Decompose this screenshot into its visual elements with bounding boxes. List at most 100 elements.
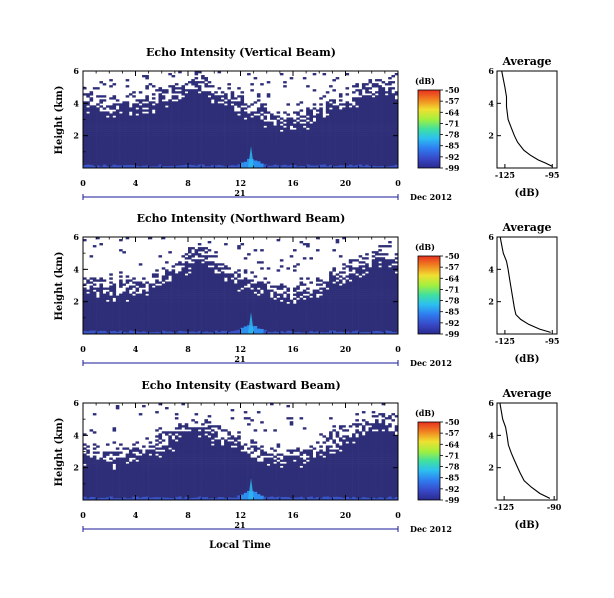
heatmap-cell [233,155,238,159]
heatmap-cell [240,127,245,130]
heatmap-cell [145,307,149,311]
heatmap-cell [227,317,231,321]
heatmap-cell [256,117,261,120]
heatmap-cell [361,107,366,110]
heatmap-cell [102,139,107,143]
heatmap-cell [391,99,396,102]
heatmap-cell [260,145,264,149]
heatmap-cell [207,149,212,153]
heatmap-cell [220,301,225,304]
heatmap-cell [191,119,195,122]
heatmap-cell [345,105,350,108]
heatmap-cell [109,307,113,311]
heatmap-cell [151,287,156,290]
heatmap-cell [109,319,113,323]
heatmap-cell [279,121,284,124]
heatmap-cell [148,157,153,161]
heatmap-cell [174,283,179,286]
heatmap-cell [312,147,317,151]
heatmap-cell [135,283,140,286]
heatmap-cell [230,319,235,323]
heatmap-cell [283,111,287,114]
heatmap-cell [89,119,94,122]
heatmap-cell [178,317,182,321]
heatmap-cell [220,279,225,282]
heatmap-cell [99,145,103,149]
heatmap-cell [115,129,120,132]
heatmap-cell [181,113,186,116]
heatmap-cell [83,321,87,325]
heatmap-cell [338,119,343,122]
heatmap-cell [243,291,248,294]
heatmap-cell [191,161,195,165]
heatmap-cell [178,263,182,266]
heatmap-cell [217,95,222,98]
surface-echo-cell [260,163,264,168]
heatmap-cell [128,117,133,120]
heatmap-cell [135,151,140,155]
heatmap-cell [194,91,199,94]
heatmap-cell [138,281,143,284]
heatmap-cell [151,129,156,132]
heatmap-cell [338,157,343,161]
heatmap-cell [365,117,369,120]
heatmap-cell [155,139,159,143]
heatmap-cell [135,117,140,120]
heatmap-cell [92,327,97,331]
heatmap-cell [227,293,231,296]
heatmap-cell [332,99,336,102]
heatmap-cell [391,103,396,106]
heatmap-cell [184,115,189,118]
heatmap-cell [119,157,123,161]
heatmap-cell [204,329,208,333]
heatmap-cell [368,119,373,122]
heatmap-cell [289,141,294,145]
heatmap-cell [260,123,264,126]
heatmap-cell [365,119,369,122]
heatmap-cell [112,149,117,153]
heatmap-cell [119,163,123,167]
heatmap-cell [155,289,159,292]
heatmap-cell [306,117,310,120]
heatmap-cell [319,113,323,116]
heatmap-cell [388,119,392,122]
heatmap-cell [174,107,179,110]
heatmap-cell [227,133,231,136]
heatmap-cell [270,135,274,138]
heatmap-cell [112,313,117,317]
heatmap-cell [161,295,166,298]
heatmap-cell [233,285,238,288]
heatmap-cell [99,313,103,317]
heatmap-cell [158,323,163,327]
heatmap-cell [197,285,202,288]
heatmap-cell [142,125,146,128]
heatmap-cell [204,305,208,309]
heatmap-cell [135,105,140,108]
heatmap-cell [260,147,264,151]
heatmap-cell [247,141,251,145]
heatmap-cell [361,111,366,114]
heatmap-cell [201,317,205,321]
heatmap-cell [197,105,202,108]
heatmap-cell [325,153,330,157]
heatmap-cell [299,127,304,130]
heatmap-cell [122,325,126,329]
heatmap-cell [368,157,373,161]
heatmap-cell [184,311,189,315]
heatmap-cell [204,275,208,278]
heatmap-cell [201,109,205,112]
heatmap-cell [338,121,343,124]
heatmap-cell [89,305,94,309]
heatmap-cell [112,287,117,290]
heatmap-cell [119,249,123,252]
heatmap-cell [283,131,287,134]
heatmap-cell [296,131,300,134]
heatmap-cell [384,135,389,138]
y-axis-ticks: 642 [73,66,398,169]
heatmap-cell [142,99,146,102]
heatmap-cell [161,95,166,98]
heatmap-cell [105,131,110,134]
heatmap-cell [158,139,163,143]
heatmap-cell [181,119,186,122]
heatmap-cell [128,311,133,315]
